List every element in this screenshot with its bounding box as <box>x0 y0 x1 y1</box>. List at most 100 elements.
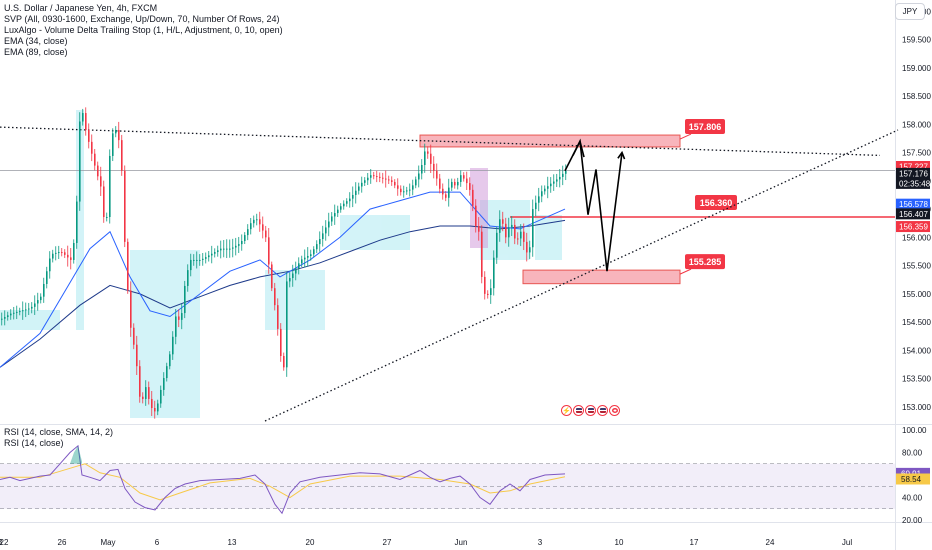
price-tick-label: 159.500 <box>902 36 931 45</box>
candle-body <box>439 178 441 189</box>
price-tick-label: 154.000 <box>902 346 931 355</box>
candle-body <box>112 133 114 156</box>
axis-price-label-text: 02:35:48 <box>899 179 931 188</box>
axis-price-label: 156.407 <box>896 208 930 220</box>
time-tick-label: 17 <box>690 538 699 547</box>
candle-body <box>106 216 108 218</box>
time-tick-label: 6 <box>155 538 160 547</box>
indicator-luxalgo[interactable]: LuxAlgo - Volume Delta Trailing Stop (1,… <box>4 25 283 35</box>
candle-body <box>226 248 228 250</box>
zone-label-leader <box>679 133 692 140</box>
lightning-event-icon[interactable]: ⚡ <box>561 405 572 416</box>
candle-body <box>235 245 237 248</box>
axis-price-label-box <box>896 177 930 189</box>
symbol-title[interactable]: U.S. Dollar / Japanese Yen, 4h, FXCM <box>4 3 158 13</box>
candle-body <box>466 178 468 184</box>
candle-body <box>208 255 210 258</box>
candle-body <box>178 316 180 320</box>
candle-body <box>406 190 408 192</box>
axis-price-label-box <box>896 161 930 173</box>
us-flag-event-icon[interactable] <box>573 405 584 416</box>
candle-body <box>85 113 87 130</box>
time-tick-label: 26 <box>58 538 67 547</box>
chart-legend: U.S. Dollar / Japanese Yen, 4h, FXCM SVP… <box>4 3 283 58</box>
candle-body <box>502 219 504 224</box>
candle-body <box>334 213 336 217</box>
currency-button[interactable]: JPY <box>895 3 925 20</box>
candle-body <box>151 398 153 409</box>
candle-body <box>475 205 477 227</box>
candle-body <box>319 239 321 245</box>
price-tick-label: 153.500 <box>902 375 931 384</box>
indicator-ema-89[interactable]: EMA (89, close) <box>4 47 68 57</box>
candle-body <box>424 151 426 166</box>
candle-body <box>283 356 285 368</box>
rsi-title-1[interactable]: RSI (14, close, SMA, 14, 2) <box>4 427 114 437</box>
candle-body <box>103 186 105 217</box>
candle-body <box>22 310 24 312</box>
candle-body <box>247 229 249 236</box>
rsi-title-2[interactable]: RSI (14, close) <box>4 438 64 448</box>
candle-body <box>19 311 21 313</box>
axis-price-label: 02:35:48 <box>896 177 931 189</box>
candle-body <box>487 293 489 295</box>
candle-body <box>166 366 168 379</box>
time-tick-label: Jun <box>455 538 468 547</box>
candle-body <box>61 252 63 254</box>
trailing-stop-band <box>0 310 60 330</box>
candle-body <box>277 305 279 329</box>
candle-body <box>46 271 48 284</box>
candle-body <box>31 306 33 309</box>
rsi-overbought-fill <box>70 445 82 464</box>
time-tick-label: 20 <box>306 538 315 547</box>
axis-price-label-text: 157.176 <box>899 169 928 178</box>
candle-body <box>79 121 81 202</box>
time-tick-label: 24 <box>766 538 775 547</box>
rsi-tick-label: 40.00 <box>902 494 923 503</box>
candle-body <box>256 219 258 221</box>
us-flag-event-icon[interactable] <box>585 405 596 416</box>
price-tick-label: 155.500 <box>902 262 931 271</box>
candle-body <box>109 155 111 217</box>
candle-body <box>193 259 195 261</box>
candle-body <box>259 219 261 225</box>
time-tick-label: 3 <box>538 538 543 547</box>
candle-body <box>217 250 219 253</box>
candle-body <box>514 224 516 239</box>
candle-body <box>130 290 132 328</box>
indicator-svp[interactable]: SVP (All, 0930-1600, Exchange, Up/Down, … <box>4 14 280 24</box>
candle-body <box>412 185 414 190</box>
candle-body <box>418 173 420 180</box>
candle-body <box>211 253 213 256</box>
zone-label-box <box>685 119 725 135</box>
candle-body <box>280 328 282 357</box>
candle-body <box>154 408 156 412</box>
rsi-axis-label-text: 58.54 <box>901 475 922 484</box>
candle-body <box>367 177 369 181</box>
candle-body <box>520 231 522 239</box>
candle-body <box>268 237 270 265</box>
zone-label-leader <box>679 268 692 275</box>
candle-body <box>244 235 246 242</box>
candle-body <box>298 263 300 269</box>
candle-body <box>133 327 135 345</box>
level-label-box <box>695 194 737 210</box>
candle-body <box>82 113 84 122</box>
candle-body <box>145 387 147 399</box>
candle-body <box>550 183 552 187</box>
candle-body <box>532 209 534 248</box>
candle-body <box>553 181 555 184</box>
candle-body <box>490 288 492 295</box>
candle-body <box>463 175 465 179</box>
time-tick-label: Jul <box>842 538 852 547</box>
candle-body <box>127 241 129 291</box>
us-flag-event-icon[interactable] <box>597 405 608 416</box>
indicator-ema-34[interactable]: EMA (34, close) <box>4 36 68 46</box>
candle-body <box>172 336 174 355</box>
candle-body <box>253 219 255 224</box>
candle-body <box>115 129 117 134</box>
candle-body <box>526 241 528 253</box>
candle-body <box>175 316 177 337</box>
jp-flag-event-icon[interactable] <box>609 405 620 416</box>
